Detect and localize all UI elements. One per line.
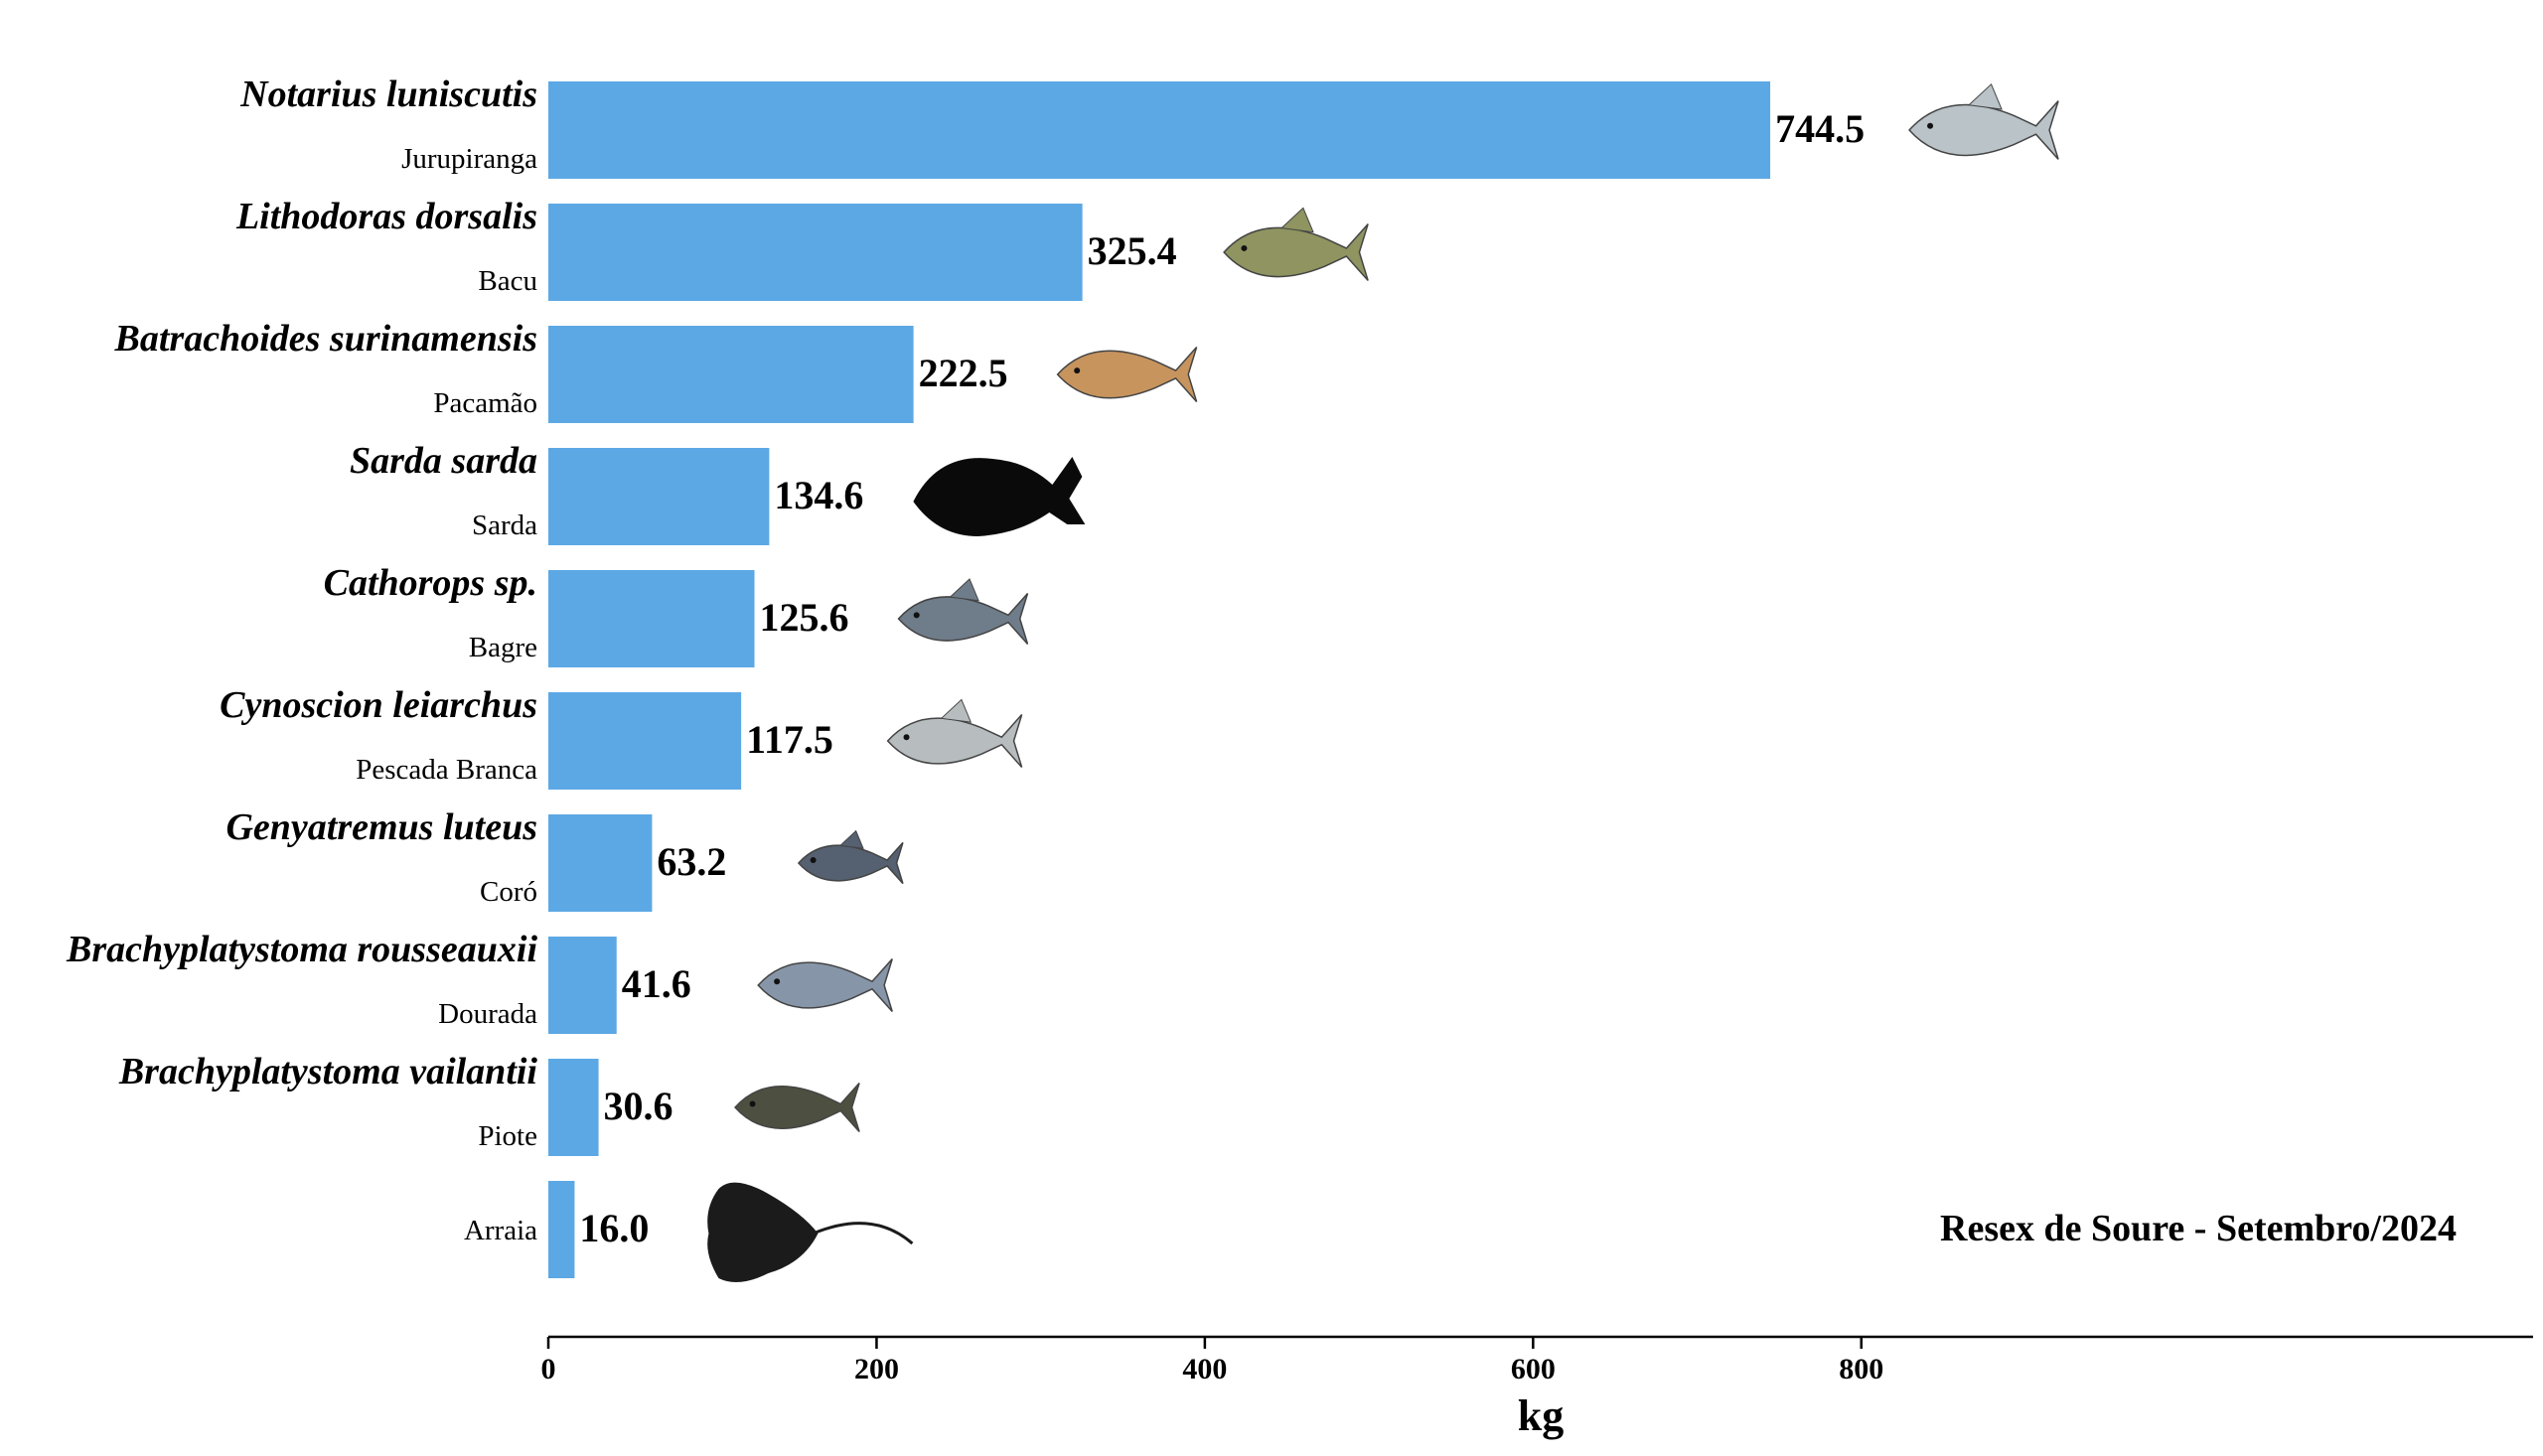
bar [548,570,755,667]
species-scientific-label: Brachyplatystoma vailantii [118,1051,538,1092]
species-common-label: Jurupiranga [401,143,537,175]
grunt-photo-icon [797,829,904,885]
bar [548,326,914,423]
dourada-photo-icon [757,958,893,1012]
bar [548,204,1083,301]
bar-value-label: 325.4 [1088,228,1177,273]
bar-value-label: 125.6 [760,595,849,640]
bar-value-label: 16.0 [579,1206,649,1250]
species-common-label: Pacamão [433,387,537,419]
species-scientific-label: Sarda sarda [350,440,537,482]
piote-photo-icon [734,1083,860,1132]
x-tick-label: 0 [541,1353,556,1385]
bar [548,448,770,545]
bar-value-label: 41.6 [622,961,691,1006]
toadfish-photo-icon [1056,347,1198,402]
x-tick-label: 600 [1511,1353,1556,1385]
species-scientific-label: Lithodoras dorsalis [235,196,537,237]
species-common-label: Arraia [464,1215,537,1246]
species-common-label: Pescada Branca [356,754,537,786]
species-common-label: Bacu [478,265,537,297]
species-common-label: Sarda [472,510,537,541]
bar [548,1059,599,1156]
bar [548,1181,575,1278]
species-common-label: Bagre [469,632,537,663]
bar [548,937,617,1034]
species-scientific-label: Notarius luniscutis [239,73,537,115]
species-common-label: Coró [480,876,537,908]
bar-value-label: 134.6 [774,473,863,517]
fish-silhouette-icon [913,457,1086,536]
x-axis-label: kg [1518,1391,1564,1440]
species-scientific-label: Brachyplatystoma rousseauxii [66,929,537,970]
bagre-photo-icon [897,578,1029,645]
species-scientific-label: Cynoscion leiarchus [220,684,537,726]
stingray-silhouette-icon [707,1182,914,1282]
armored-catfish-photo-icon [1223,207,1369,281]
bar-value-label: 30.6 [604,1084,673,1128]
species-scientific-label: Cathorops sp. [324,562,537,604]
chart-annotation: Resex de Soure - Setembro/2024 [1940,1208,2457,1249]
bar [548,81,1771,179]
catfish-photo-icon [1908,82,2059,160]
species-scientific-label: Genyatremus luteus [225,806,537,848]
bar-value-label: 222.5 [919,351,1008,395]
bar-value-label: 63.2 [657,839,726,884]
x-tick-label: 200 [854,1353,899,1385]
x-tick-label: 400 [1182,1353,1227,1385]
weakfish-photo-icon [886,698,1023,768]
bar [548,692,742,790]
x-tick-label: 800 [1839,1353,1883,1385]
species-scientific-label: Batrachoides surinamensis [114,318,538,360]
bar-value-label: 117.5 [746,717,833,762]
bar-value-label: 744.5 [1775,106,1865,151]
species-common-label: Piote [478,1120,537,1152]
bar [548,814,653,912]
species-common-label: Dourada [438,998,537,1030]
